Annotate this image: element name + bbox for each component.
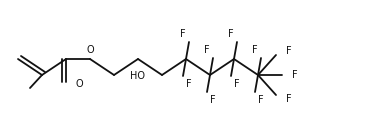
Text: F: F <box>180 29 186 39</box>
Text: F: F <box>186 79 192 89</box>
Text: O: O <box>86 45 94 55</box>
Text: F: F <box>252 45 258 55</box>
Text: F: F <box>228 29 234 39</box>
Text: HO: HO <box>131 71 145 81</box>
Text: F: F <box>204 45 210 55</box>
Text: O: O <box>76 79 83 89</box>
Text: F: F <box>234 79 240 89</box>
Text: F: F <box>258 95 264 105</box>
Text: F: F <box>292 70 298 80</box>
Text: F: F <box>210 95 216 105</box>
Text: F: F <box>286 94 292 104</box>
Text: F: F <box>286 46 292 56</box>
